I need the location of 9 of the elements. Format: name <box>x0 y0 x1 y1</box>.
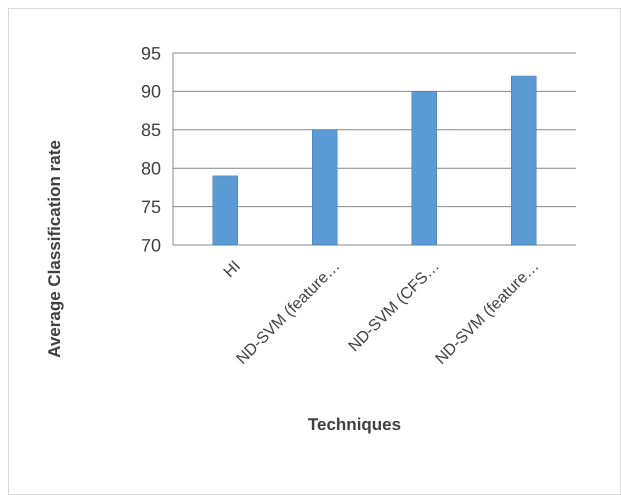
y-tick-label: 80 <box>140 158 161 178</box>
x-axis-title: Techniques <box>308 415 402 434</box>
y-tick-label: 70 <box>140 235 161 256</box>
y-tick-label: 95 <box>140 43 161 64</box>
y-tick-label: 75 <box>140 196 161 217</box>
x-tick-label: HI <box>220 258 244 282</box>
y-tick-label: 90 <box>140 82 161 102</box>
y-tick-label: 85 <box>140 120 161 140</box>
y-axis-title: Average Classification rate <box>45 140 64 358</box>
